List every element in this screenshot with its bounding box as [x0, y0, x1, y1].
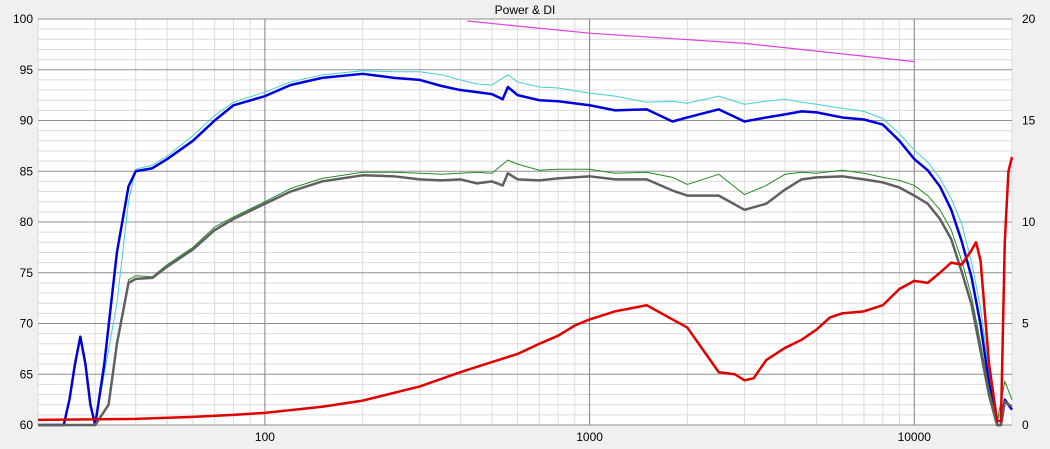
right-tick-label: 10 — [1022, 215, 1036, 229]
series-line-5 — [37, 156, 1014, 423]
series-line-1 — [38, 70, 1013, 426]
series-line-2 — [38, 72, 1014, 427]
left-tick-label: 100 — [13, 12, 33, 26]
series-line-6 — [467, 20, 915, 63]
right-tick-label: 5 — [1022, 317, 1029, 331]
right-tick-label: 15 — [1022, 114, 1036, 128]
left-tick-label: 95 — [20, 63, 34, 77]
left-axis-ticks: 60 65 70 75 80 85 90 95 100 — [13, 12, 33, 432]
series-line-4 — [38, 172, 1013, 427]
left-tick-label: 85 — [20, 164, 34, 178]
series-layer — [37, 20, 1014, 427]
right-axis-ticks: 0 5 10 15 20 — [1022, 12, 1036, 432]
left-tick-label: 75 — [20, 266, 34, 280]
left-tick-label: 65 — [20, 367, 34, 381]
x-tick-label: 1000 — [576, 430, 603, 444]
x-tick-label: 10000 — [898, 430, 932, 444]
left-tick-label: 80 — [20, 215, 34, 229]
chart-title: Power & DI — [495, 3, 556, 17]
x-axis-ticks: 100 1000 10000 — [255, 430, 931, 444]
right-tick-label: 0 — [1022, 418, 1029, 432]
left-tick-label: 60 — [20, 418, 34, 432]
series-line-3 — [38, 159, 1013, 426]
right-tick-label: 20 — [1022, 12, 1036, 26]
x-tick-label: 100 — [255, 430, 275, 444]
left-tick-label: 90 — [20, 114, 34, 128]
left-tick-label: 70 — [20, 317, 34, 331]
